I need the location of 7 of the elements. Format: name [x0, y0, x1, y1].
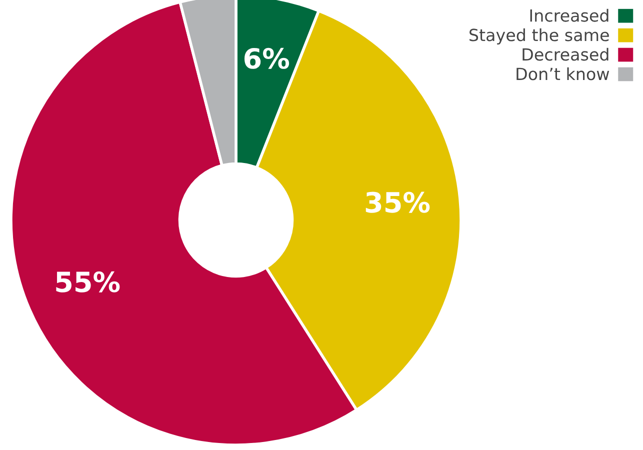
- legend-label: Stayed the same: [470, 28, 609, 45]
- legend-label: Increased: [530, 8, 608, 22]
- data-label: 6%: [244, 48, 290, 69]
- data-label: 55%: [56, 271, 120, 292]
- data-label: 35%: [366, 192, 430, 213]
- legend-label: Don’t know: [516, 67, 610, 80]
- legend-label: Decreased: [522, 48, 608, 61]
